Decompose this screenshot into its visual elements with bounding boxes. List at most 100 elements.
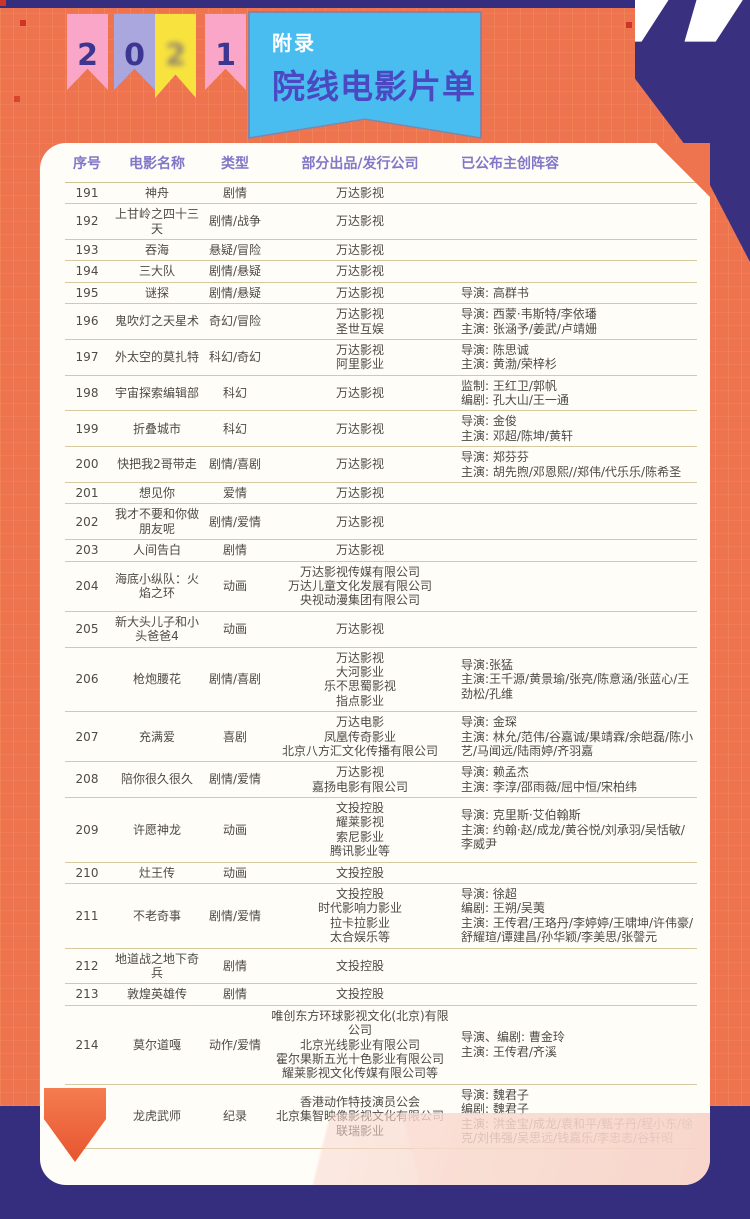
movie-companies: 万达影视传媒有限公司 万达儿童文化发展有限公司 央视动漫集团有限公司 [287, 564, 432, 608]
movie-title: 新大头儿子和小头爸爸4 [114, 614, 199, 644]
card-footer-gradient [40, 1113, 710, 1185]
movie-credits [455, 240, 697, 260]
movie-genre: 剧情 [222, 958, 247, 973]
movie-number: 204 [75, 579, 99, 593]
table-row: 198 宇宙探索编辑部 科幻 万达影视 监制: 王红卫/郭帆 编剧: 孔大山/王一… [65, 376, 697, 412]
movie-title: 人间告白 [132, 543, 181, 558]
movie-title: 敦煌英雄传 [126, 987, 187, 1002]
movie-credits [455, 612, 697, 647]
table-row: 191 神舟 剧情 万达影视 [65, 183, 697, 205]
table-row: 204 海底小纵队：火焰之环 动画 万达影视传媒有限公司 万达儿童文化发展有限公司… [65, 562, 697, 612]
movie-genre: 奇幻/冒险 [208, 314, 262, 329]
movie-genre: 剧情/喜剧 [208, 672, 262, 687]
movie-companies: 万达影视 [335, 543, 384, 558]
year-digit: 2 [165, 38, 186, 73]
table-header-row: 序号 电影名称 类型 部分出品/发行公司 已公布主创阵容 [65, 147, 697, 183]
movie-genre: 动画 [222, 621, 247, 636]
movie-title: 神舟 [144, 185, 169, 200]
movie-number: 214 [75, 1037, 99, 1052]
movie-number: 197 [75, 350, 99, 365]
column-header-companies: 部分出品/发行公司 [301, 156, 419, 172]
movie-title: 鬼吹灯之天星术 [114, 314, 199, 329]
movie-credits [455, 504, 697, 539]
column-header-no: 序号 [73, 156, 101, 172]
banner-subtitle: 附录 [272, 31, 316, 55]
movie-credits: 导演:张猛 主演:王千源/黄景瑜/张亮/陈意涵/张蓝心/王劲松/孔维 [461, 657, 690, 701]
year-digit: 1 [215, 38, 236, 73]
year-digit: 2 [77, 38, 98, 73]
table-row: 203 人间告白 剧情 万达影视 [65, 540, 697, 562]
movie-companies: 万达影视 [335, 185, 384, 200]
movie-number: 194 [75, 264, 99, 279]
table-row: 208 陪你很久很久 剧情/爱情 万达影视 嘉扬电影有限公司 导演: 赖孟杰 主演:… [65, 762, 697, 799]
movie-genre: 剧情/爱情 [208, 772, 262, 787]
movie-table: 序号 电影名称 类型 部分出品/发行公司 已公布主创阵容 191 神舟 剧情 万… [65, 147, 697, 1150]
movie-companies: 万达影视 大河影业 乐不思蜀影视 指点影业 [323, 650, 396, 708]
movie-number: 211 [75, 908, 99, 923]
movie-genre: 剧情/爱情 [208, 908, 262, 923]
table-row: 195 谜探 剧情/悬疑 万达影视 导演: 高群书 [65, 283, 697, 305]
content-card: 序号 电影名称 类型 部分出品/发行公司 已公布主创阵容 191 神舟 剧情 万… [40, 143, 710, 1185]
movie-credits: 监制: 王红卫/郭帆 编剧: 孔大山/王一通 [461, 378, 569, 408]
movie-credits: 导演: 金俊 主演: 邓超/陈坤/黄轩 [461, 414, 573, 443]
movie-number: 206 [75, 672, 99, 687]
table-row: 211 不老奇事 剧情/爱情 文投控股 时代影响力影业 拉卡拉影业 太合娱乐等 导演:… [65, 884, 697, 949]
movie-genre: 剧情/悬疑 [208, 285, 262, 300]
movie-genre: 爱情 [222, 486, 247, 501]
movie-title: 吞海 [144, 242, 169, 257]
movie-credits [455, 483, 697, 503]
movie-companies: 万达影视 阿里影业 [335, 342, 384, 372]
movie-credits: 导演: 金琛 主演: 林允/范伟/谷嘉诚/果靖霖/余皑磊/陈小艺/马闻远/陆雨婷/… [461, 715, 694, 758]
table-row: 207 充满爱 喜剧 万达电影 凤凰传奇影业 北京八方汇文化传播有限公司 导演: 金… [65, 712, 697, 763]
movie-companies: 万达影视 [335, 385, 384, 400]
movie-number: 209 [75, 822, 99, 837]
movie-companies: 万达影视 [335, 621, 384, 636]
table-row: 210 灶王传 动画 文投控股 [65, 863, 697, 885]
movie-companies: 万达电影 凤凰传奇影业 北京八方汇文化传播有限公司 [281, 715, 438, 758]
movie-genre: 动画 [222, 822, 247, 837]
table-row: 196 鬼吹灯之天星术 奇幻/冒险 万达影视 圣世互娱 导演: 西蒙·韦斯特/李依… [65, 304, 697, 340]
table-row: 200 快把我2哥带走 剧情/喜剧 万达影视 导演: 郑芬芬 主演: 胡先煦/邓恩… [65, 447, 697, 484]
movie-credits: 导演、编剧: 曹金玲 主演: 王传君/齐溪 [461, 1030, 565, 1059]
movie-title: 充满爱 [138, 729, 175, 744]
movie-credits [455, 863, 697, 883]
movie-title: 宇宙探索编辑部 [114, 385, 199, 400]
movie-number: 202 [75, 514, 99, 529]
movie-genre: 剧情 [222, 987, 247, 1002]
movie-companies: 文投控股 [335, 865, 384, 880]
movie-title: 谜探 [144, 285, 169, 300]
movie-companies: 万达影视 [335, 242, 384, 257]
movie-genre: 剧情/战争 [208, 214, 262, 229]
movie-number: 205 [75, 621, 99, 636]
movie-genre: 动画 [222, 579, 247, 593]
movie-number: 210 [75, 865, 99, 880]
movie-companies: 唯创东方环球影视文化(北京)有限公司 北京光线影业有限公司 霍尔果斯五光十色影业有限… [271, 1008, 449, 1081]
movie-credits [455, 984, 697, 1004]
movie-companies: 万达影视 [335, 514, 384, 529]
movie-title: 枪炮腰花 [132, 672, 181, 687]
movie-title: 折叠城市 [132, 421, 181, 436]
movie-credits: 导演: 高群书 [461, 285, 529, 300]
table-row: 214 莫尔道嘎 动作/爱情 唯创东方环球影视文化(北京)有限公司 北京光线影业有… [65, 1006, 697, 1085]
movie-companies: 文投控股 时代影响力影业 拉卡拉影业 太合娱乐等 [317, 887, 402, 945]
movie-companies: 文投控股 [335, 987, 384, 1002]
table-row: 213 敦煌英雄传 剧情 文投控股 [65, 984, 697, 1006]
movie-title: 想见你 [138, 486, 175, 501]
movie-title: 我才不要和你做朋友呢 [114, 507, 199, 536]
movie-number: 198 [75, 385, 99, 400]
movie-title: 莫尔道嘎 [132, 1037, 181, 1052]
table-row: 201 想见你 爱情 万达影视 [65, 483, 697, 505]
page-title: 院线电影片单 [272, 67, 476, 106]
movie-companies: 万达影视 圣世互娱 [335, 307, 384, 336]
movie-credits: 导演: 西蒙·韦斯特/李依璠 主演: 张涵予/姜武/卢靖姗 [461, 307, 597, 336]
table-row: 197 外太空的莫扎特 科幻/奇幻 万达影视 阿里影业 导演: 陈思诚 主演: 黄渤… [65, 340, 697, 376]
movie-genre: 喜剧 [222, 729, 247, 744]
movie-genre: 动作/爱情 [208, 1037, 262, 1052]
movie-number: 195 [75, 285, 99, 300]
movie-genre: 科幻/奇幻 [208, 350, 262, 365]
movie-companies: 万达影视 [335, 421, 384, 436]
movie-title: 外太空的莫扎特 [114, 350, 199, 365]
title-banner: 附录 院线电影片单 [248, 11, 482, 139]
movie-genre: 剧情/喜剧 [208, 457, 262, 472]
